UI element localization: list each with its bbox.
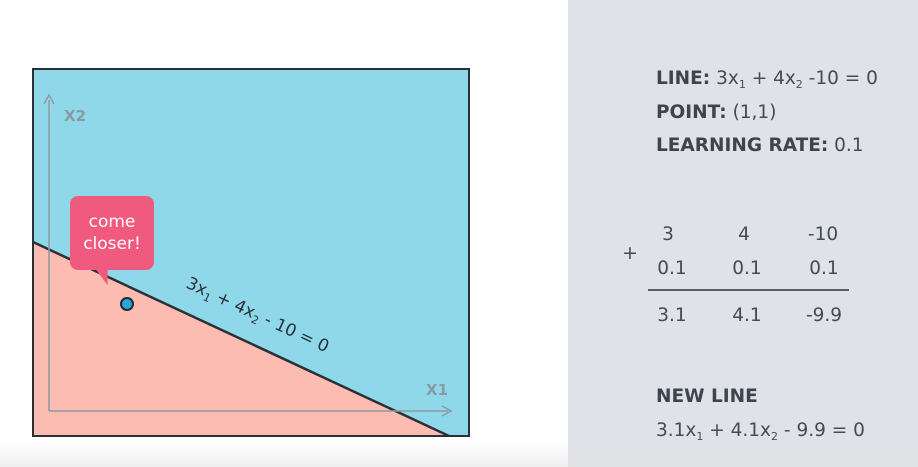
info-panel bbox=[568, 0, 918, 467]
line-info: LINE: 3x1 + 4x2 -10 = 0 bbox=[656, 68, 878, 91]
positive-region bbox=[33, 69, 469, 436]
line-label-sub2: 2 bbox=[249, 313, 261, 328]
line-info-coef1: 3x bbox=[716, 68, 739, 89]
line-info-rest: -10 = 0 bbox=[802, 68, 878, 89]
result-col3: -9.9 bbox=[805, 305, 843, 326]
row1-col2: 4 bbox=[738, 224, 750, 245]
result-col2: 4.1 bbox=[732, 305, 762, 326]
plus-operator: + bbox=[622, 242, 638, 264]
new-line-label: NEW LINE bbox=[656, 386, 758, 407]
x-axis-arrow bbox=[441, 405, 453, 417]
learning-rate-info: LEARNING RATE: 0.1 bbox=[656, 135, 864, 156]
bubble-text-line2: closer! bbox=[83, 234, 141, 254]
row2-col2: 0.1 bbox=[732, 258, 762, 279]
line-info-coef2: + 4x bbox=[745, 68, 796, 89]
row1-col1: 3 bbox=[662, 224, 674, 245]
new-line-heading: NEW LINE bbox=[656, 386, 758, 407]
misclassified-point bbox=[120, 297, 134, 311]
row1-col3: -10 bbox=[807, 224, 839, 245]
bubble-text-line1: come bbox=[88, 212, 136, 232]
y-axis-arrow bbox=[43, 93, 55, 105]
boundary-line bbox=[32, 240, 450, 438]
new-line-equation: 3.1x1 + 4.1x2 - 9.9 = 0 bbox=[656, 420, 865, 443]
plot-figure: X2 X1 3x1 + 4x2 - 10 = 0 bbox=[32, 68, 470, 438]
speech-bubble: come closer! bbox=[70, 196, 154, 270]
new-line-rest: - 9.9 = 0 bbox=[778, 420, 865, 441]
sum-divider bbox=[648, 289, 849, 291]
line-info-label: LINE: bbox=[656, 68, 711, 89]
new-line-sub2: 2 bbox=[771, 430, 779, 443]
new-line-coef2: + 4.1x bbox=[703, 420, 772, 441]
new-line-sub1: 1 bbox=[696, 430, 704, 443]
row2-col3: 0.1 bbox=[809, 258, 839, 279]
plot-frame bbox=[32, 68, 470, 437]
learning-rate-value: 0.1 bbox=[834, 135, 864, 156]
result-col1: 3.1 bbox=[657, 305, 687, 326]
new-line-coef1: 3.1x bbox=[656, 420, 697, 441]
learning-rate-label: LEARNING RATE: bbox=[656, 135, 829, 156]
line-info-sub1: 1 bbox=[738, 78, 746, 91]
point-info-value: (1,1) bbox=[732, 102, 777, 123]
line-label-sub1: 1 bbox=[201, 290, 213, 305]
x-axis-label: X1 bbox=[426, 381, 448, 399]
line-info-sub2: 2 bbox=[795, 78, 803, 91]
row2-col1: 0.1 bbox=[657, 258, 687, 279]
point-info: POINT: (1,1) bbox=[656, 102, 776, 123]
point-info-label: POINT: bbox=[656, 102, 727, 123]
y-axis-label: X2 bbox=[64, 107, 86, 125]
